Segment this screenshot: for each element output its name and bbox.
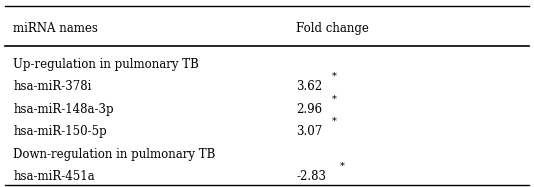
Text: hsa-miR-378i: hsa-miR-378i [13, 80, 92, 94]
Text: -2.83: -2.83 [296, 170, 326, 183]
Text: 3.62: 3.62 [296, 80, 323, 94]
Text: hsa-miR-451a: hsa-miR-451a [13, 170, 95, 183]
Text: miRNA names: miRNA names [13, 22, 98, 36]
Text: *: * [332, 95, 336, 104]
Text: 3.07: 3.07 [296, 125, 323, 138]
Text: hsa-miR-150-5p: hsa-miR-150-5p [13, 125, 107, 138]
Text: Fold change: Fold change [296, 22, 369, 36]
Text: Up-regulation in pulmonary TB: Up-regulation in pulmonary TB [13, 58, 199, 71]
Text: 2.96: 2.96 [296, 103, 323, 116]
Text: *: * [332, 72, 336, 81]
Text: hsa-miR-148a-3p: hsa-miR-148a-3p [13, 103, 114, 116]
Text: Down-regulation in pulmonary TB: Down-regulation in pulmonary TB [13, 148, 216, 161]
Text: *: * [340, 162, 345, 171]
Text: *: * [332, 117, 336, 126]
